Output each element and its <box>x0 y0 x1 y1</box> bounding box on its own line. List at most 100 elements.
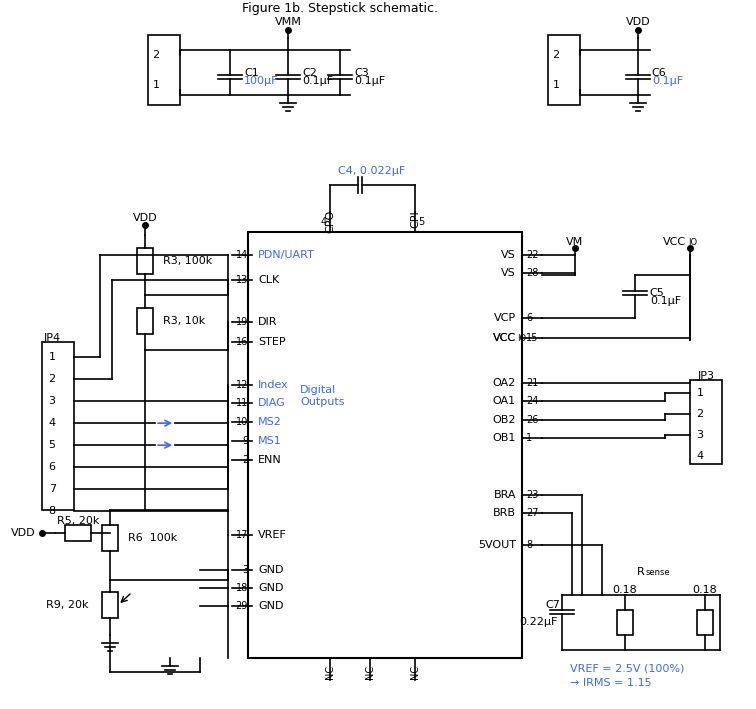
Text: OA1: OA1 <box>493 396 516 406</box>
Text: 28: 28 <box>526 268 538 278</box>
Text: 3: 3 <box>696 430 703 440</box>
Text: GND: GND <box>258 583 284 593</box>
Text: VM: VM <box>566 238 584 247</box>
Text: 1: 1 <box>48 352 56 362</box>
Text: VDD: VDD <box>625 17 650 28</box>
Text: 5VOUT: 5VOUT <box>478 540 516 550</box>
Text: C4, 0.022µF: C4, 0.022µF <box>339 166 406 177</box>
Text: 0.1µF: 0.1µF <box>652 77 683 86</box>
Text: VS: VS <box>501 250 516 260</box>
Text: OB1: OB1 <box>493 433 516 443</box>
Bar <box>65 525 91 541</box>
Text: BRB: BRB <box>493 508 516 518</box>
Text: VDD: VDD <box>133 213 157 223</box>
Bar <box>102 592 118 618</box>
Text: IO: IO <box>517 334 526 342</box>
Text: 0.22µF: 0.22µF <box>519 617 558 627</box>
Text: 2: 2 <box>696 409 703 419</box>
Text: C3: C3 <box>354 68 369 78</box>
Text: R5, 20k: R5, 20k <box>57 516 99 526</box>
Text: 1: 1 <box>553 80 559 90</box>
Text: 12: 12 <box>236 380 248 390</box>
Text: PDN/UART: PDN/UART <box>258 250 315 260</box>
Text: 0.1µF: 0.1µF <box>650 296 681 306</box>
Text: NC: NC <box>365 665 375 679</box>
Text: 5: 5 <box>418 217 424 227</box>
Text: C5: C5 <box>650 288 665 298</box>
Text: 4: 4 <box>48 418 56 428</box>
Text: Index: Index <box>258 380 289 390</box>
Text: 0.1µF: 0.1µF <box>302 77 333 86</box>
Text: 24: 24 <box>526 396 538 406</box>
Text: 9: 9 <box>242 436 248 446</box>
Text: VS: VS <box>501 268 516 278</box>
Text: NC: NC <box>325 665 335 679</box>
Text: 4: 4 <box>321 217 327 227</box>
Text: 10: 10 <box>236 417 248 427</box>
Text: 27: 27 <box>526 508 538 518</box>
Text: VCC: VCC <box>493 333 516 343</box>
Text: VCC: VCC <box>663 238 686 247</box>
Text: 8: 8 <box>48 506 56 516</box>
Text: 3: 3 <box>48 396 56 406</box>
Text: Outputs: Outputs <box>300 397 345 407</box>
Bar <box>697 610 713 635</box>
Text: VMM: VMM <box>274 17 302 28</box>
Text: 23: 23 <box>526 490 538 500</box>
Text: 17: 17 <box>236 530 248 540</box>
Text: 13: 13 <box>236 275 248 285</box>
Text: Figure 1b. Stepstick schematic.: Figure 1b. Stepstick schematic. <box>242 2 438 15</box>
Text: JP4: JP4 <box>44 333 60 343</box>
Text: 11: 11 <box>236 398 248 408</box>
Text: → IRMS = 1.15: → IRMS = 1.15 <box>570 678 652 688</box>
Text: 2: 2 <box>553 50 559 60</box>
Text: R3, 10k: R3, 10k <box>163 316 206 326</box>
Text: JP3: JP3 <box>697 371 714 381</box>
Text: VREF: VREF <box>258 530 287 540</box>
Text: VCC: VCC <box>493 333 516 343</box>
Text: 14: 14 <box>236 250 248 260</box>
Text: OB2: OB2 <box>492 415 516 425</box>
Text: DIR: DIR <box>258 317 277 327</box>
Text: 15: 15 <box>526 333 538 343</box>
Text: 3: 3 <box>242 565 248 575</box>
Text: 22: 22 <box>526 250 538 260</box>
Text: 5: 5 <box>48 440 56 450</box>
Bar <box>548 35 580 106</box>
Text: 0.18: 0.18 <box>692 585 717 595</box>
Text: 0.1µF: 0.1µF <box>354 77 385 86</box>
Text: STEP: STEP <box>258 337 286 347</box>
Bar <box>617 610 633 635</box>
Text: CPI: CPI <box>410 211 420 228</box>
Text: R9, 20k: R9, 20k <box>45 600 88 610</box>
Text: CLK: CLK <box>258 275 279 285</box>
Text: 1: 1 <box>153 80 160 90</box>
Text: DIAG: DIAG <box>258 398 286 408</box>
Text: 2: 2 <box>242 455 248 465</box>
Text: C6: C6 <box>652 68 667 78</box>
Text: 4: 4 <box>696 451 703 461</box>
Text: VREF = 2.5V (100%): VREF = 2.5V (100%) <box>570 663 684 673</box>
Text: MS2: MS2 <box>258 417 282 427</box>
Text: R: R <box>637 567 645 577</box>
Text: VCP: VCP <box>494 313 516 323</box>
Text: Digital: Digital <box>300 385 336 395</box>
Bar <box>137 308 153 334</box>
Text: R3, 100k: R3, 100k <box>163 256 212 266</box>
Text: C2: C2 <box>302 68 317 78</box>
Text: C7: C7 <box>545 600 560 610</box>
Text: 29: 29 <box>236 601 248 611</box>
Text: 1: 1 <box>696 388 703 398</box>
Text: OA2: OA2 <box>493 378 516 388</box>
Text: VDD: VDD <box>11 528 36 538</box>
Text: 18: 18 <box>236 583 248 593</box>
Text: ENN: ENN <box>258 455 282 465</box>
Bar <box>248 233 522 658</box>
Bar <box>690 380 722 464</box>
Bar <box>148 35 180 106</box>
Text: NC: NC <box>410 665 420 679</box>
Text: 6: 6 <box>526 313 532 323</box>
Text: BRA: BRA <box>494 490 516 500</box>
Text: 8: 8 <box>526 540 532 550</box>
Text: GND: GND <box>258 565 284 575</box>
